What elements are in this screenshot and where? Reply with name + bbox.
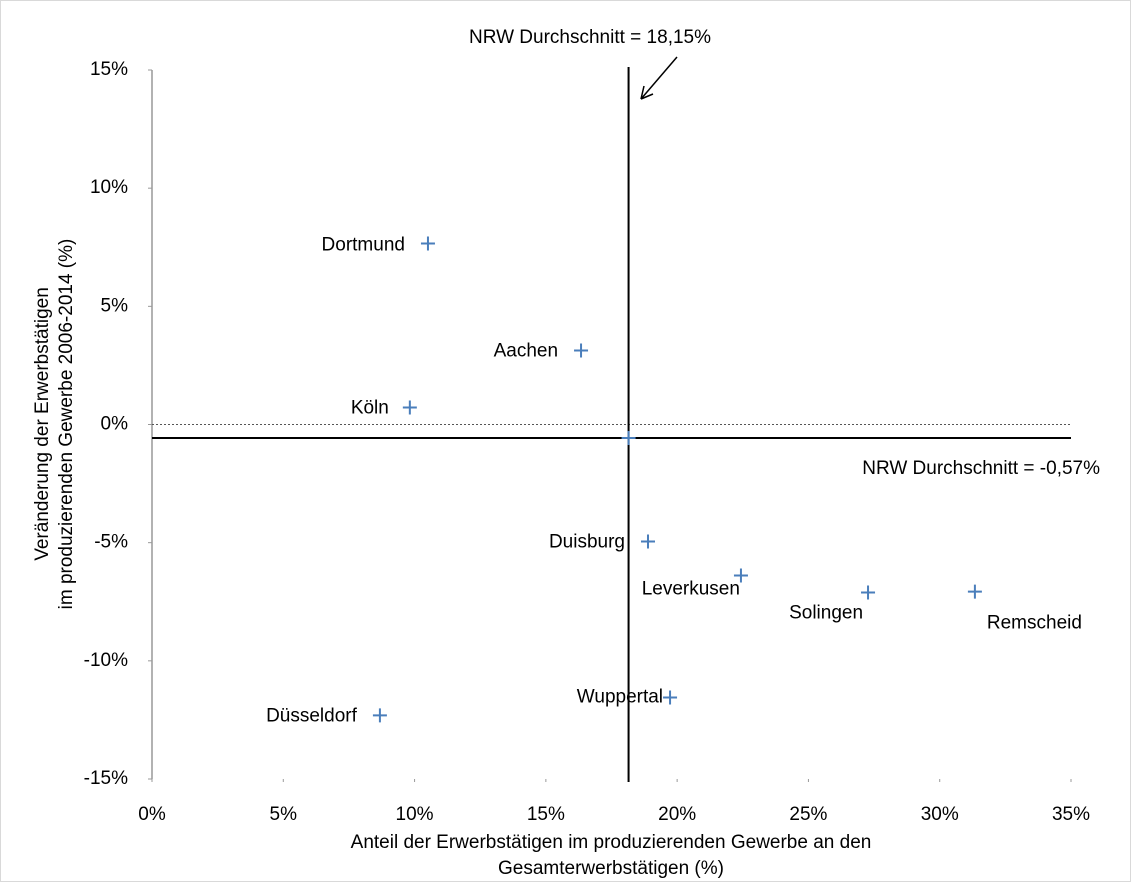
y-tick-label: 5% [101, 295, 129, 316]
arrow [640, 56, 678, 100]
y-tick-label: -5% [94, 532, 128, 553]
x-tick-label: 20% [658, 804, 696, 825]
x-axis-title-line: Anteil der Erwerbstätigen im produzieren… [351, 832, 872, 853]
x-tick-label: 15% [527, 804, 565, 825]
y-tick-label: 15% [90, 59, 128, 80]
point [733, 568, 748, 583]
point [574, 343, 589, 358]
reference-label: NRW Durchschnitt = -0,57% [862, 458, 1100, 479]
point [861, 585, 876, 600]
x-tick-label: 35% [1052, 804, 1090, 825]
point [967, 584, 982, 599]
point-label: Remscheid [987, 613, 1082, 634]
y-axis-title-line: im produzierenden Gewerbe 2006-2014 (%) [56, 239, 77, 610]
x-tick-label: 10% [396, 804, 434, 825]
x-tick-label: 25% [789, 804, 827, 825]
point [663, 690, 678, 705]
point [640, 534, 655, 549]
point [402, 400, 417, 415]
point-label: Solingen [789, 603, 863, 624]
point-label: Köln [351, 397, 389, 418]
point [372, 708, 387, 723]
x-tick-label: 5% [270, 804, 298, 825]
point-label: Wuppertal [577, 686, 663, 707]
y-tick-label: 10% [90, 177, 128, 198]
y-axis-title-line: Veränderung der Erwerbstätigen [32, 287, 53, 561]
arrow-head [640, 85, 654, 100]
average-marker [621, 430, 636, 445]
point-label: Leverkusen [642, 579, 740, 600]
y-tick-label: -10% [84, 650, 128, 671]
point [420, 236, 435, 251]
point-label: Düsseldorf [266, 705, 358, 726]
y-axis-title: Veränderung der Erwerbstätigen im produz… [32, 239, 77, 610]
point-label: Duisburg [549, 532, 625, 553]
point-label: Aachen [494, 341, 558, 362]
x-axis-title-line: Gesamterwerbstätigen (%) [498, 858, 724, 879]
point-label: Dortmund [322, 234, 405, 255]
reference-label: NRW Durchschnitt = 18,15% [469, 27, 711, 48]
y-tick-label: 0% [101, 414, 129, 435]
y-tick-label: -15% [84, 768, 128, 789]
x-tick-label: 30% [921, 804, 959, 825]
x-tick-label: 0% [138, 804, 166, 825]
